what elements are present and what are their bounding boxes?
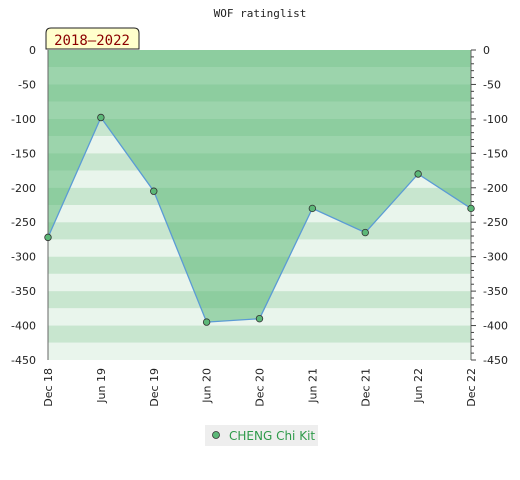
legend[interactable]: CHENG Chi Kit: [205, 425, 318, 446]
y-tick-label-left: -250: [11, 216, 36, 229]
y-axis-right-labels: 0 -50 -100 -150 -200 -250 -300 -350 -400 -450: [483, 44, 508, 367]
y-tick-label-right: -150: [483, 147, 508, 160]
data-point[interactable]: [308, 204, 317, 213]
data-points: [44, 113, 475, 326]
x-tick-label: Dec 19: [148, 368, 161, 407]
y-tick-label-right: -400: [483, 320, 508, 333]
data-point[interactable]: [97, 113, 105, 122]
x-tick-label: Dec 20: [254, 368, 267, 407]
data-point[interactable]: [44, 233, 52, 242]
y-tick-label-left: -150: [11, 147, 36, 160]
period-badge: 2018–2022: [45, 27, 140, 50]
y-tick-label-right: -300: [483, 251, 508, 264]
x-tick-label: Dec 21: [359, 368, 372, 407]
data-point[interactable]: [414, 170, 422, 178]
y-tick-label-right: -50: [483, 78, 501, 91]
y-tick-label-right: 0: [483, 44, 490, 57]
y-tick-label-left: -400: [11, 320, 36, 333]
chart-title: WOF ratinglist: [214, 7, 307, 20]
x-tick-label: Jun 22: [412, 368, 425, 404]
x-tick-label: Dec 18: [42, 368, 55, 407]
y-tick-label-left: -200: [11, 182, 36, 195]
y-tick-label-left: -350: [11, 285, 36, 298]
y-tick-label-left: -450: [11, 354, 36, 367]
data-point[interactable]: [202, 318, 211, 326]
y-tick-label-right: -100: [483, 113, 508, 126]
y-axis-left-labels: 0 -50 -100 -150 -200 -250 -300 -350 -400 -450: [11, 44, 36, 367]
background-band: [48, 342, 471, 360]
area-layer: [48, 50, 471, 323]
series-area: [48, 50, 471, 323]
y-tick-label-left: -300: [11, 251, 36, 264]
data-point[interactable]: [255, 314, 264, 323]
legend-label: CHENG Chi Kit: [229, 429, 315, 443]
y-tick-label-right: -250: [483, 216, 508, 229]
y-tick-label-right: -200: [483, 182, 508, 195]
y-tick-label-right: -450: [483, 354, 508, 367]
data-point[interactable]: [150, 187, 158, 195]
data-point[interactable]: [361, 228, 369, 237]
y-tick-label-left: 0: [29, 44, 36, 57]
x-tick-label: Dec 22: [465, 368, 478, 407]
period-badge-label: 2018–2022: [54, 33, 130, 49]
x-tick-label: Jun 19: [95, 368, 108, 404]
y-tick-label-right: -350: [483, 285, 508, 298]
x-tick-label: Jun 21: [306, 368, 319, 404]
y-tick-label-left: -100: [11, 113, 36, 126]
legend-marker: [212, 431, 220, 439]
y-tick-label-left: -50: [18, 78, 36, 91]
background-band: [48, 325, 471, 343]
x-axis-labels: Dec 18 Jun 19 Dec 19 Jun 20 Dec 20 Jun 21 Dec …: [42, 368, 478, 407]
x-tick-label: Jun 20: [201, 368, 214, 404]
data-point[interactable]: [467, 204, 475, 213]
